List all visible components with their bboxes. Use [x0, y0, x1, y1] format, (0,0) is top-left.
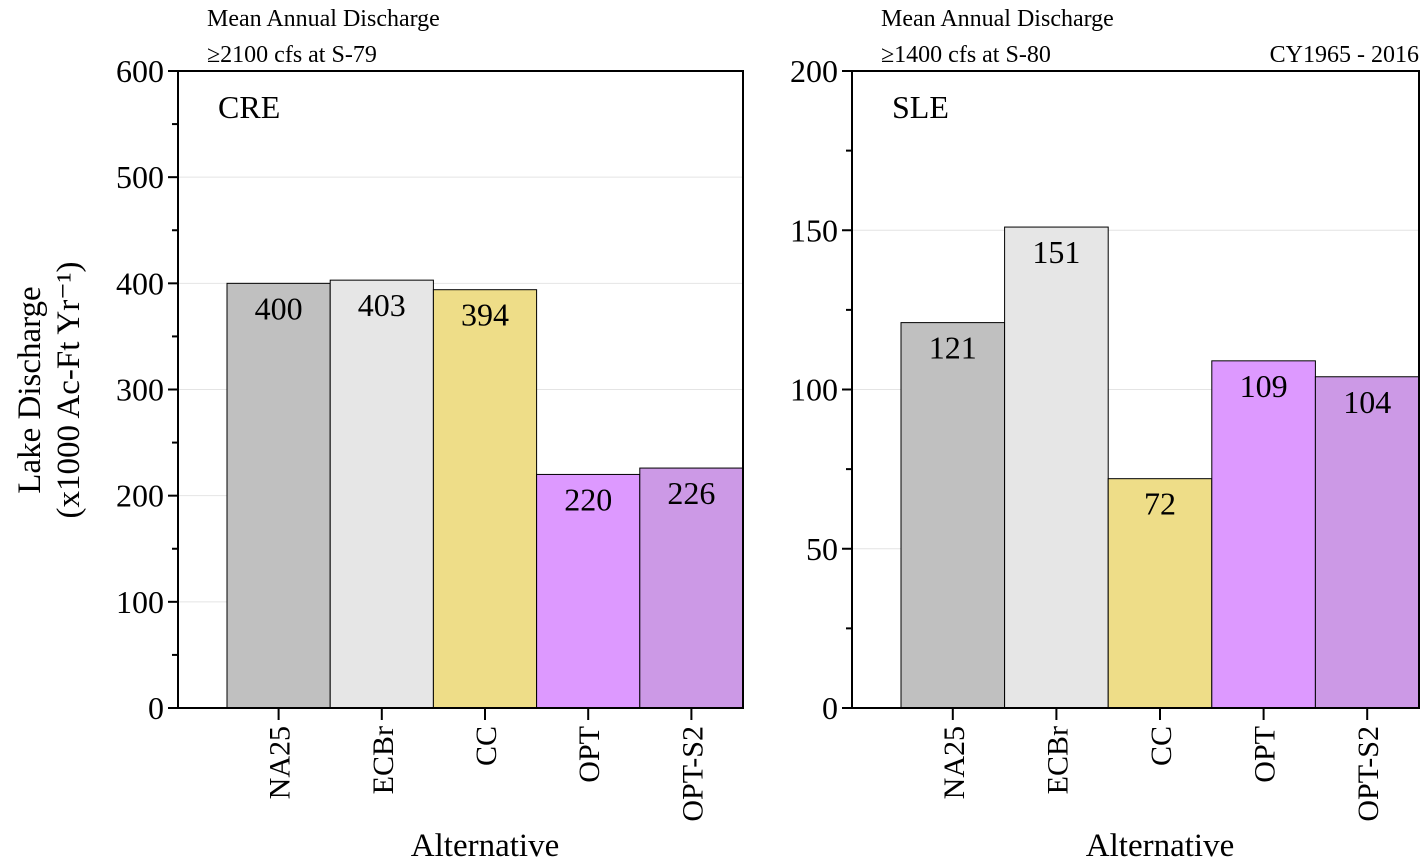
- panel-title-line2: ≥2100 cfs at S-79: [207, 42, 377, 68]
- data-label: 104: [1343, 384, 1391, 420]
- data-label: 400: [255, 290, 303, 326]
- data-label: 220: [564, 481, 612, 517]
- x-axis-label: Alternative: [411, 828, 559, 862]
- chart-panel-cre: 400 403 394 220 226 0 100 200 300 400 500 600 NA25 EC…: [116, 6, 744, 862]
- data-label: 394: [461, 297, 509, 333]
- bar-opt-s2: [639, 467, 744, 709]
- x-tick-label: CC: [1145, 726, 1178, 766]
- panel-title-line1: Mean Annual Discharge: [207, 6, 440, 32]
- chart-panel-sle: 121 151 72 109 104 0 50 100 150 200 NA25 ECBr CC OPT O…: [790, 6, 1420, 862]
- bar-opt-s2: [1314, 376, 1420, 709]
- y-tick-label: 0: [822, 690, 838, 726]
- y-axis-label-line1: Lake Discharge: [12, 286, 48, 493]
- x-tick-label: OPT: [573, 726, 606, 783]
- x-axis-label: Alternative: [1086, 828, 1234, 862]
- x-tick-label: OPT-S2: [676, 726, 709, 822]
- data-label: 403: [358, 287, 406, 323]
- panel-title-line1: Mean Annual Discharge: [881, 6, 1114, 32]
- bar-opt: [1211, 360, 1316, 709]
- period-label: CY1965 - 2016: [1270, 42, 1419, 68]
- bar-cc: [432, 289, 538, 709]
- y-tick-label: 300: [116, 372, 164, 408]
- y-tick-label: 500: [116, 159, 164, 195]
- data-label: 226: [667, 475, 715, 511]
- y-tick-label: 50: [806, 531, 838, 567]
- x-tick-label: ECBr: [1041, 726, 1074, 794]
- bar-ecbr: [329, 279, 434, 709]
- y-tick-label: 100: [116, 584, 164, 620]
- data-label: 151: [1032, 234, 1080, 270]
- panel-label: SLE: [892, 89, 949, 125]
- panel-title-line2: ≥1400 cfs at S-80: [881, 42, 1051, 68]
- data-label: 72: [1144, 486, 1176, 522]
- x-tick-label: CC: [470, 726, 503, 766]
- y-axis-label-line2: (x1000 Ac-Ft Yr⁻¹): [51, 261, 87, 518]
- y-tick-label: 400: [116, 265, 164, 301]
- bar-na25: [900, 322, 1006, 709]
- x-tick-label: NA25: [938, 726, 971, 799]
- y-tick-label: 150: [790, 212, 838, 248]
- data-label: 121: [929, 330, 977, 366]
- panel-label: CRE: [218, 89, 280, 125]
- y-tick-label: 0: [148, 690, 164, 726]
- x-tick-label: OPT-S2: [1352, 726, 1385, 822]
- y-tick-label: 200: [116, 478, 164, 514]
- bar-cc: [1107, 478, 1213, 709]
- x-tick-label: OPT: [1249, 726, 1282, 783]
- y-tick-label: 100: [790, 372, 838, 408]
- bar-ecbr: [1004, 226, 1109, 709]
- bar-na25: [226, 282, 331, 709]
- data-label: 109: [1240, 368, 1288, 404]
- x-tick-label: NA25: [264, 726, 297, 799]
- x-tick-label: ECBr: [367, 726, 400, 794]
- y-tick-label: 600: [116, 53, 164, 89]
- y-tick-label: 200: [790, 53, 838, 89]
- bar-opt: [536, 473, 641, 709]
